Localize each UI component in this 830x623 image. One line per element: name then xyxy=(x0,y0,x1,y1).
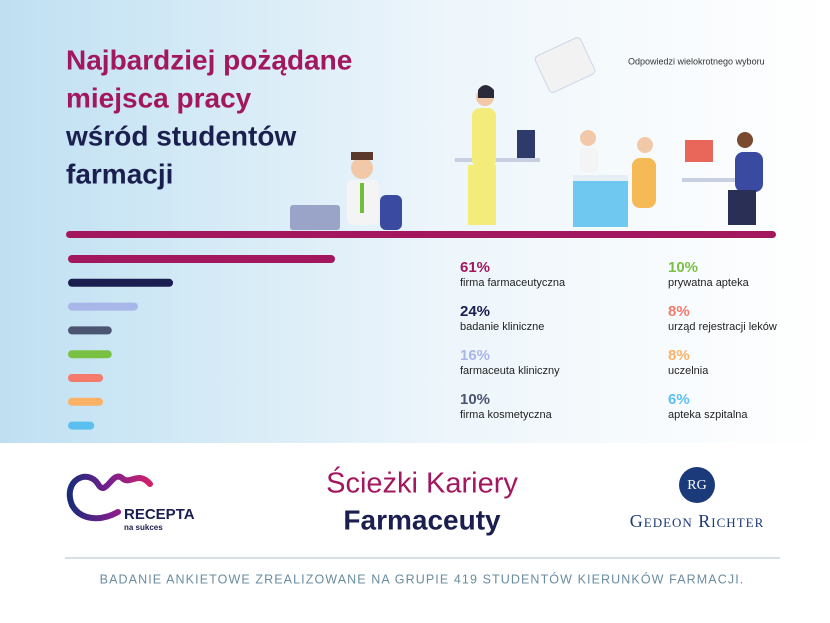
legend-value: 10% xyxy=(668,259,698,276)
legend-value: 8% xyxy=(668,303,690,320)
legend-label: firma kosmetyczna xyxy=(460,409,553,421)
legend-label: prywatna apteka xyxy=(668,277,750,289)
logo-mark: RG xyxy=(687,478,706,493)
legend-label: apteka szpitalna xyxy=(668,409,748,421)
bar xyxy=(68,278,174,287)
legend-label: badanie kliniczne xyxy=(460,321,544,333)
legend-value: 16% xyxy=(460,347,490,364)
legend-value: 8% xyxy=(668,347,690,364)
legend-value: 61% xyxy=(460,259,490,276)
legend-label: firma farmaceutyczna xyxy=(460,277,566,289)
logo-wave xyxy=(66,473,153,522)
bar xyxy=(68,374,104,382)
divider-bar xyxy=(66,231,776,238)
chart-title: wśród studentów xyxy=(65,120,296,151)
logo-text: RECEPTA xyxy=(124,506,195,523)
bar xyxy=(68,397,104,406)
legend-label: urząd rejestracji leków xyxy=(668,321,777,333)
chart-title: farmacji xyxy=(66,158,173,189)
chart-title: miejsca pracy xyxy=(66,82,252,113)
legend-value: 24% xyxy=(460,303,490,320)
chart-title: Najbardziej pożądane xyxy=(66,44,352,75)
bar xyxy=(68,326,112,335)
legend-label: farmaceuta kliniczny xyxy=(460,365,560,377)
bar xyxy=(68,255,335,263)
footnote: BADANIE ANKIETOWE ZREALIZOWANE NA GRUPIE… xyxy=(100,571,745,586)
logo-subtext: na sukces xyxy=(124,523,163,532)
series-title: Ścieżki Kariery xyxy=(326,466,518,500)
subtitle: Odpowiedzi wielokrotnego wyboru xyxy=(628,56,765,66)
series-title: Farmaceuty xyxy=(343,504,501,535)
header-background xyxy=(0,0,830,443)
legend-value: 10% xyxy=(460,391,490,408)
bar xyxy=(68,421,95,430)
bar xyxy=(68,350,112,359)
logo-emblem xyxy=(679,467,715,503)
legend-value: 6% xyxy=(668,391,690,408)
legend-label: uczelnia xyxy=(668,365,709,377)
logo-text: Gedeon Richter xyxy=(630,511,765,531)
bar xyxy=(68,302,139,311)
illustration xyxy=(290,37,763,230)
